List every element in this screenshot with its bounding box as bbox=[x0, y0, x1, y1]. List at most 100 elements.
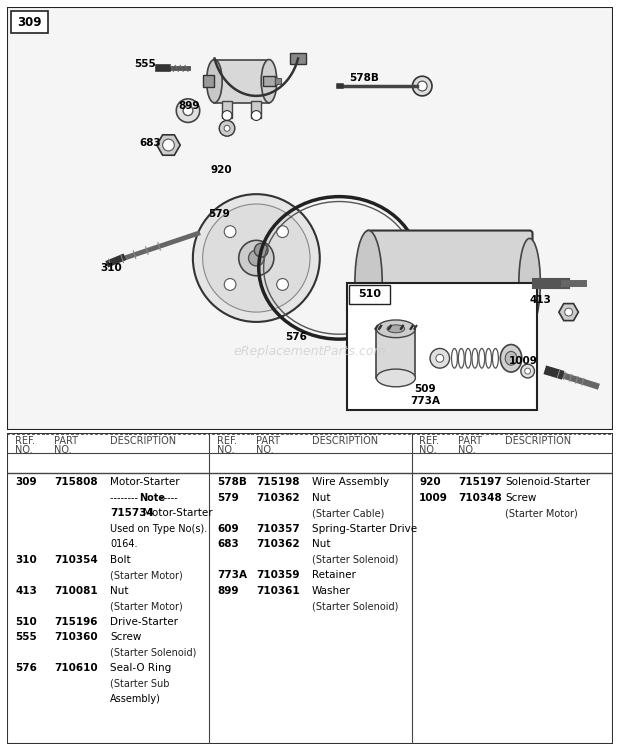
Text: 899: 899 bbox=[178, 100, 200, 111]
Text: (Starter Sub: (Starter Sub bbox=[110, 679, 169, 688]
Bar bbox=[11, 11, 48, 33]
Text: NO.: NO. bbox=[16, 445, 33, 455]
Text: -----: ----- bbox=[157, 493, 177, 502]
Ellipse shape bbox=[387, 325, 405, 333]
Text: (Starter Motor): (Starter Motor) bbox=[110, 570, 183, 580]
Text: 710610: 710610 bbox=[55, 663, 98, 673]
Text: NO.: NO. bbox=[458, 445, 476, 455]
Text: 710359: 710359 bbox=[256, 570, 300, 580]
Bar bbox=[222, 100, 232, 118]
Text: PART: PART bbox=[458, 436, 482, 446]
Text: 510: 510 bbox=[16, 617, 37, 626]
Text: Retainer: Retainer bbox=[312, 570, 356, 580]
Text: (Starter Motor): (Starter Motor) bbox=[110, 601, 183, 611]
Text: Assembly): Assembly) bbox=[110, 694, 161, 704]
FancyBboxPatch shape bbox=[366, 231, 533, 335]
Circle shape bbox=[193, 194, 320, 322]
Text: 309: 309 bbox=[17, 16, 42, 29]
Circle shape bbox=[252, 111, 261, 121]
Bar bbox=[252, 100, 261, 118]
Text: 683: 683 bbox=[217, 539, 239, 549]
Text: 710357: 710357 bbox=[256, 524, 300, 533]
Text: Spring-Starter Drive: Spring-Starter Drive bbox=[312, 524, 417, 533]
Circle shape bbox=[176, 99, 200, 123]
Polygon shape bbox=[559, 304, 578, 321]
Text: (Starter Solenoid): (Starter Solenoid) bbox=[312, 554, 398, 565]
Text: (Starter Solenoid): (Starter Solenoid) bbox=[312, 601, 398, 611]
Text: NO.: NO. bbox=[217, 445, 235, 455]
Text: 579: 579 bbox=[208, 209, 230, 219]
Circle shape bbox=[254, 243, 268, 257]
Circle shape bbox=[430, 348, 450, 368]
Text: 310: 310 bbox=[16, 554, 37, 565]
Bar bbox=[290, 53, 306, 65]
Text: Bolt: Bolt bbox=[110, 554, 131, 565]
Text: 509: 509 bbox=[414, 384, 436, 394]
Ellipse shape bbox=[376, 369, 415, 387]
Text: 715197: 715197 bbox=[458, 477, 502, 487]
Ellipse shape bbox=[500, 344, 522, 372]
Bar bbox=[347, 283, 538, 411]
Ellipse shape bbox=[519, 238, 541, 327]
Circle shape bbox=[441, 334, 456, 350]
Text: 710361: 710361 bbox=[256, 586, 300, 595]
Text: 576: 576 bbox=[16, 663, 37, 673]
Circle shape bbox=[565, 308, 572, 316]
Bar bbox=[349, 285, 390, 304]
Text: 710081: 710081 bbox=[55, 586, 98, 595]
Circle shape bbox=[392, 334, 407, 350]
Text: REF.: REF. bbox=[419, 436, 440, 446]
Circle shape bbox=[224, 126, 230, 131]
Text: 309: 309 bbox=[16, 477, 37, 487]
Text: --------: -------- bbox=[110, 493, 141, 502]
Circle shape bbox=[203, 204, 310, 312]
Text: Solenoid-Starter: Solenoid-Starter bbox=[505, 477, 590, 487]
Text: 576: 576 bbox=[286, 332, 308, 341]
Ellipse shape bbox=[505, 351, 517, 365]
Circle shape bbox=[521, 364, 534, 378]
Circle shape bbox=[224, 225, 236, 237]
Circle shape bbox=[239, 240, 274, 276]
Text: 0164.: 0164. bbox=[110, 539, 138, 549]
Circle shape bbox=[525, 368, 531, 374]
Text: Motor-Starter: Motor-Starter bbox=[110, 477, 180, 487]
Text: 310: 310 bbox=[100, 263, 122, 273]
Text: (Starter Cable): (Starter Cable) bbox=[312, 508, 384, 518]
Ellipse shape bbox=[355, 231, 382, 335]
Circle shape bbox=[277, 225, 288, 237]
Text: 899: 899 bbox=[217, 586, 239, 595]
Text: REF.: REF. bbox=[217, 436, 237, 446]
Text: 1009: 1009 bbox=[508, 356, 538, 366]
Circle shape bbox=[249, 250, 264, 266]
Text: 683: 683 bbox=[140, 138, 161, 148]
Ellipse shape bbox=[376, 320, 415, 338]
Text: PART: PART bbox=[55, 436, 78, 446]
Ellipse shape bbox=[206, 60, 222, 103]
Text: DESCRIPTION: DESCRIPTION bbox=[312, 436, 378, 446]
Text: 710354: 710354 bbox=[55, 554, 98, 565]
FancyBboxPatch shape bbox=[381, 328, 419, 353]
Polygon shape bbox=[157, 135, 180, 155]
Text: 710360: 710360 bbox=[55, 632, 98, 642]
Text: 578B: 578B bbox=[217, 477, 247, 487]
Text: 920: 920 bbox=[419, 477, 441, 487]
Text: Motor-Starter: Motor-Starter bbox=[143, 508, 213, 518]
Bar bbox=[263, 76, 275, 86]
Text: 413: 413 bbox=[16, 586, 37, 595]
Circle shape bbox=[417, 81, 427, 91]
Text: Drive-Starter: Drive-Starter bbox=[110, 617, 178, 626]
Text: 413: 413 bbox=[529, 295, 551, 305]
Text: 555: 555 bbox=[16, 632, 37, 642]
Circle shape bbox=[436, 354, 444, 362]
Bar bbox=[203, 75, 215, 87]
Bar bbox=[376, 329, 415, 378]
Text: 1009: 1009 bbox=[419, 493, 448, 502]
Text: Screw: Screw bbox=[110, 632, 141, 642]
Text: 920: 920 bbox=[210, 164, 232, 175]
Text: Seal-O Ring: Seal-O Ring bbox=[110, 663, 171, 673]
Text: 773A: 773A bbox=[217, 570, 247, 580]
Text: Screw: Screw bbox=[505, 493, 536, 502]
Text: NO.: NO. bbox=[256, 445, 274, 455]
Text: 773A: 773A bbox=[410, 396, 440, 405]
Text: Nut: Nut bbox=[312, 539, 330, 549]
